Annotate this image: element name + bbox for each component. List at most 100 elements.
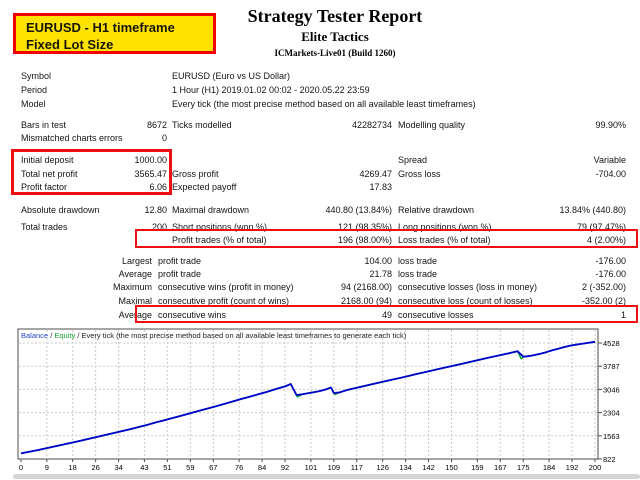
x-tick-label: 126: [376, 463, 389, 472]
symbol-l2: EURUSD (Euro vs US Dollar): [172, 71, 291, 81]
y-tick-label: 2304: [603, 409, 620, 418]
report-row-model: Model Every tick (the most precise method…: [0, 98, 640, 110]
absolute-drawdown-l2: Maximal drawdown: [172, 205, 250, 215]
maximal-consecutive-v3: -352.00 (2): [581, 296, 626, 306]
report-row-period: Period 1 Hour (H1) 2019.01.02 00:02 - 202…: [0, 84, 640, 96]
maximum-consecutive-v2: 94 (2168.00): [340, 282, 392, 292]
largest-trade-v3: -176.00: [595, 256, 626, 266]
largest-trade-v2: 104.00: [364, 256, 392, 266]
total-trades-l1: Total trades: [21, 222, 68, 232]
maximal-consecutive-l3: consecutive loss (count of losses): [398, 296, 533, 306]
x-tick-label: 76: [235, 463, 243, 472]
profit-factor-v2: 17.83: [369, 182, 392, 192]
report-row-symbol: Symbol EURUSD (Euro vs US Dollar): [0, 70, 640, 82]
report-row-average-trade: Average profit trade 21.78 loss trade -176.0…: [0, 268, 640, 280]
y-tick-label: 1563: [603, 432, 620, 441]
total-trades-l2: Short positions (won %): [172, 222, 268, 232]
average-consecutive-v2: 49: [381, 310, 392, 320]
x-tick-label: 175: [517, 463, 530, 472]
highlight-box-initial-deposit: [11, 149, 172, 195]
y-tick-label: 3787: [603, 362, 620, 371]
total-trades-v2: 121 (98.35%): [337, 222, 392, 232]
profit-factor-v1: 6.06: [149, 182, 167, 192]
total-net-profit-l3: Gross loss: [398, 169, 441, 179]
report-row-total-net-profit: Total net profit 3565.47 Gross profit 4269.…: [0, 168, 640, 180]
report-header: Strategy Tester Report Elite Tactics ICM…: [0, 6, 640, 58]
server-build: ICMarkets-Live01 (Build 1260): [274, 48, 396, 58]
maximal-consecutive-v2: 2168.00 (94): [340, 296, 392, 306]
legend-separator: /: [48, 331, 55, 340]
total-trades-v3: 79 (97.47%): [576, 222, 626, 232]
profit-trades-l3: Loss trades (% of total): [398, 235, 491, 245]
average-consecutive-l2b: consecutive wins: [158, 310, 227, 320]
average-trade-v2: 21.78: [369, 269, 392, 279]
profit-trades-v3: 4 (2.00%): [586, 235, 626, 245]
mismatched-errors-v1: 0: [161, 133, 167, 143]
badge-line2: Fixed Lot Size: [26, 37, 114, 52]
y-tick-label: 4528: [603, 339, 620, 348]
maximum-consecutive-v3: 2 (-352.00): [581, 282, 626, 292]
report-table: Symbol EURUSD (Euro vs US Dollar) Period 1 …: [0, 70, 640, 320]
absolute-drawdown-v3: 13.84% (440.80): [559, 205, 626, 215]
largest-trade-l2b: profit trade: [158, 256, 202, 266]
initial-deposit-l3: Spread: [398, 155, 428, 165]
report-row-maximum-consecutive: Maximum consecutive wins (profit in money…: [0, 281, 640, 293]
report-row-mismatched-errors: Mismatched charts errors 0: [0, 132, 640, 144]
absolute-drawdown-v1: 12.80: [144, 205, 167, 215]
plot-border: [17, 328, 599, 460]
report-row-maximal-consecutive: Maximal consecutive profit (count of wins…: [0, 295, 640, 307]
symbol-l1: Symbol: [21, 71, 52, 81]
mismatched-errors-l1: Mismatched charts errors: [21, 133, 123, 143]
maximal-consecutive-l2b: consecutive profit (count of wins): [158, 296, 290, 306]
profit-trades-l2: Profit trades (% of total): [172, 235, 267, 245]
maximum-consecutive-l3: consecutive losses (loss in money): [398, 282, 538, 292]
x-tick-label: 142: [422, 463, 435, 472]
expert-name: Elite Tactics: [301, 29, 369, 44]
highlight-box-profit-trades: [135, 229, 638, 248]
report-row-bars-in-test: Bars in test 8672 Ticks modelled 42282734 Mo…: [0, 119, 640, 131]
profit-trades-v2: 196 (98.00%): [337, 235, 392, 245]
total-net-profit-v2: 4269.47: [359, 169, 392, 179]
x-tick-label: 101: [305, 463, 318, 472]
maximum-consecutive-w1: Maximum: [112, 282, 152, 292]
initial-deposit-v1: 1000.00: [134, 155, 167, 165]
chart-legend: Balance / Equity / Every tick (the most …: [21, 331, 406, 340]
badge-line1: EURUSD - H1 timeframe: [26, 20, 175, 35]
x-tick-label: 184: [543, 463, 556, 472]
absolute-drawdown-l1: Absolute drawdown: [21, 205, 100, 215]
x-tick-label: 67: [209, 463, 217, 472]
initial-deposit-l1: Initial deposit: [21, 155, 74, 165]
model-l1: Model: [21, 99, 46, 109]
total-net-profit-l2: Gross profit: [172, 169, 219, 179]
total-trades-l3: Long positions (won %): [398, 222, 492, 232]
bars-in-test-l1: Bars in test: [21, 120, 67, 130]
absolute-drawdown-v2: 440.80 (13.84%): [325, 205, 392, 215]
x-tick-label: 192: [566, 463, 579, 472]
average-trade-v3: -176.00: [595, 269, 626, 279]
bars-in-test-l3: Modelling quality: [398, 120, 466, 130]
average-trade-l2b: profit trade: [158, 269, 202, 279]
total-trades-v1: 200: [151, 222, 167, 232]
bars-in-test-v1: 8672: [146, 120, 167, 130]
y-tick-label: 822: [603, 455, 616, 464]
period-l2: 1 Hour (H1) 2019.01.02 00:02 - 2020.05.2…: [172, 85, 370, 95]
largest-trade-l3: loss trade: [398, 256, 438, 266]
x-tick-label: 34: [114, 463, 122, 472]
maximal-consecutive-w1: Maximal: [118, 296, 152, 306]
x-tick-label: 51: [163, 463, 171, 472]
legend-equity: Equity: [54, 331, 76, 340]
average-trade-l3: loss trade: [398, 269, 438, 279]
x-tick-label: 200: [589, 463, 602, 472]
model-l2: Every tick (the most precise method base…: [172, 99, 476, 109]
largest-trade-w1: Largest: [121, 256, 152, 266]
x-tick-label: 167: [494, 463, 507, 472]
bottom-scrollbar[interactable]: [13, 474, 640, 479]
x-tick-label: 9: [45, 463, 49, 472]
legend-description: Every tick (the most precise method base…: [81, 331, 407, 340]
x-tick-label: 134: [399, 463, 412, 472]
bars-in-test-v2: 42282734: [351, 120, 392, 130]
average-trade-w1: Average: [118, 269, 152, 279]
average-consecutive-l3: consecutive losses: [398, 310, 474, 320]
report-row-profit-factor: Profit factor 6.06 Expected payoff 17.83: [0, 181, 640, 193]
